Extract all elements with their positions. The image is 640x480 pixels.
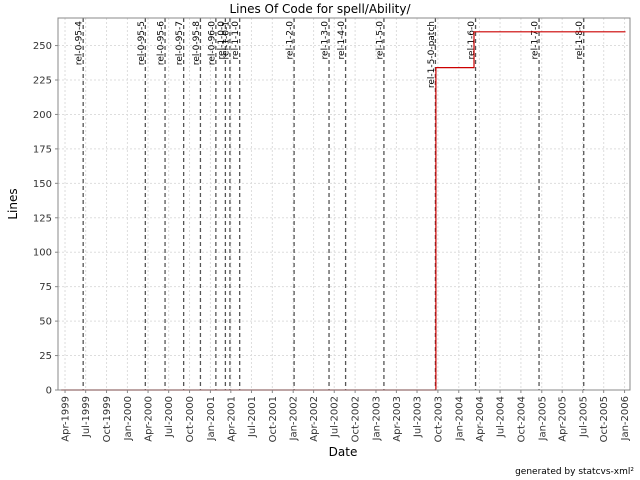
- x-tick-label: Jan-2002: [289, 396, 300, 441]
- release-marker-label: rel-1-3-0: [321, 21, 331, 60]
- y-tick-label: 125: [33, 213, 52, 224]
- x-tick-label: Jul-1999: [81, 396, 92, 438]
- release-marker-label: rel-0-95-4: [75, 21, 85, 65]
- x-axis: Apr-1999 Jul-1999 Oct-1999 Jan-2000 Apr-2000…: [61, 390, 631, 442]
- grid-lines: [58, 18, 630, 391]
- release-marker-label: rel-1-4-0: [337, 21, 347, 60]
- footer-credit: generated by statcvs-xml²: [515, 467, 634, 477]
- x-tick-label: Apr-1999: [61, 396, 72, 442]
- release-marker-label: rel-0-95-8: [192, 21, 202, 65]
- x-tick-label: Oct-2002: [351, 396, 362, 442]
- x-tick-label: Jul-2003: [413, 396, 424, 438]
- release-marker-label: rel-0-96-0: [207, 21, 217, 65]
- x-tick-label: Jul-2005: [578, 396, 589, 438]
- x-tick-label: Jul-2002: [330, 396, 341, 438]
- chart-title: Lines Of Code for spell/Ability/: [229, 2, 411, 16]
- x-tick-label: Oct-1999: [102, 396, 113, 442]
- x-tick-label: Jan-2006: [620, 396, 631, 441]
- release-marker-label: rel-0-95-7: [175, 21, 185, 65]
- release-marker-label: rel-0-95-6: [157, 21, 167, 65]
- release-marker-label: rel-0-95-5: [137, 21, 147, 65]
- release-marker-label: rel-1-0-1: [221, 21, 231, 59]
- y-tick-label: 100: [33, 248, 52, 259]
- x-tick-label: Jan-2003: [371, 396, 382, 441]
- x-tick-label: Oct-2003: [433, 396, 444, 442]
- x-tick-label: Apr-2001: [226, 396, 237, 442]
- plot-area-border: [57, 17, 631, 391]
- x-tick-label: Apr-2004: [475, 396, 486, 442]
- x-tick-label: Oct-2001: [268, 396, 279, 442]
- x-tick-label: Apr-2005: [558, 396, 569, 442]
- release-marker-label: rel-1-0-0: [217, 21, 227, 60]
- y-tick-label: 25: [39, 351, 52, 362]
- x-tick-label: Jan-2004: [454, 396, 465, 441]
- y-tick-label: 0: [46, 386, 52, 397]
- release-marker-label: rel-1-2-0: [286, 21, 296, 60]
- y-tick-label: 175: [33, 144, 52, 155]
- y-tick-label: 250: [33, 41, 52, 52]
- x-tick-label: Jan-2005: [537, 396, 548, 441]
- x-tick-label: Apr-2003: [392, 396, 403, 442]
- x-tick-label: Apr-2000: [144, 396, 155, 442]
- y-tick-label: 75: [39, 282, 52, 293]
- x-tick-label: Jan-2001: [206, 396, 217, 441]
- release-marker-label: rel-1-8-0: [575, 21, 585, 60]
- y-tick-label: 150: [33, 179, 52, 190]
- release-marker-label: rel-1-6-0: [467, 21, 477, 60]
- x-tick-label: Oct-2005: [599, 396, 610, 442]
- release-marker-label: rel-1-7-0: [531, 21, 541, 60]
- y-tick-label: 200: [33, 110, 52, 121]
- x-tick-label: Jan-2000: [123, 396, 134, 441]
- x-tick-label: Jul-2000: [164, 396, 175, 438]
- x-axis-label: Date: [329, 445, 358, 459]
- y-axis-label: Lines: [6, 188, 20, 219]
- y-axis: 0 25 50 75 100 125 150 175 200 225 250: [33, 41, 58, 397]
- release-markers: rel-0-95-4 rel-0-95-5 rel-0-95-6 rel-0-95-7…: [75, 18, 585, 390]
- y-tick-label: 50: [39, 317, 52, 328]
- x-tick-label: Oct-2004: [516, 396, 527, 442]
- x-tick-label: Apr-2002: [309, 396, 320, 442]
- y-tick-label: 225: [33, 76, 52, 87]
- x-tick-label: Oct-2000: [185, 396, 196, 442]
- release-marker-label: rel-1-5-0-patch: [427, 21, 437, 88]
- release-marker-label: rel-1-1-0: [231, 21, 241, 60]
- x-tick-label: Jul-2004: [496, 396, 507, 438]
- release-marker-label: rel-1-5-0: [375, 21, 385, 60]
- x-tick-label: Jul-2001: [247, 396, 258, 438]
